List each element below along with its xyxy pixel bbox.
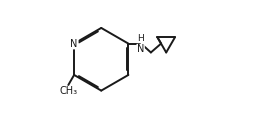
Text: H: H (137, 34, 144, 43)
Text: N: N (70, 39, 78, 49)
Text: N: N (137, 44, 144, 54)
Text: CH₃: CH₃ (59, 86, 77, 96)
